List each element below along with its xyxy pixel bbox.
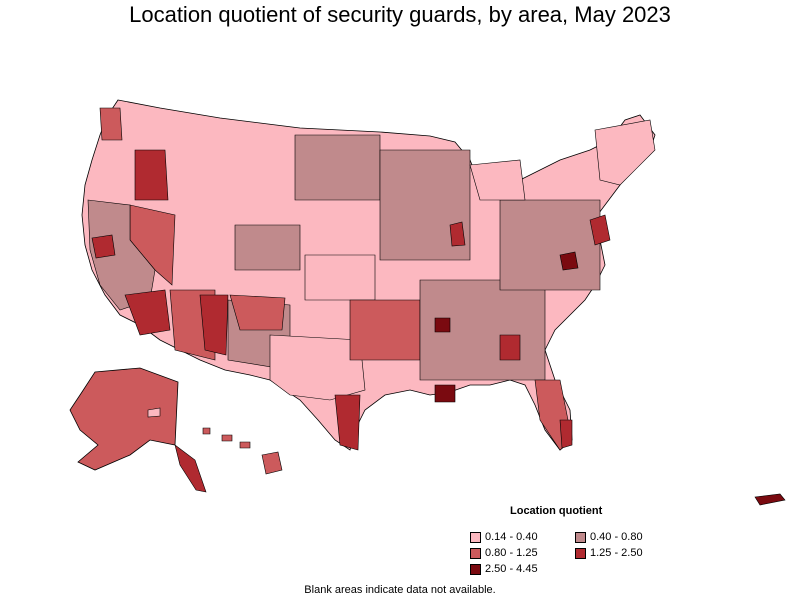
legend-label-4: 2.50 - 4.45 <box>485 563 538 575</box>
area-memphis[interactable] <box>434 317 451 333</box>
legend-item-1: 0.40 - 0.80 <box>575 531 643 543</box>
area-hawaii-oahu[interactable] <box>221 434 233 442</box>
map-title: Location quotient of security guards, by… <box>129 2 671 27</box>
legend-swatch-3 <box>575 547 586 559</box>
legend-item-2: 0.80 - 1.25 <box>470 547 538 559</box>
area-nyc[interactable] <box>589 214 611 246</box>
area-arizona-south[interactable] <box>124 289 171 336</box>
footnote: Blank areas indicate data not available. <box>304 584 496 596</box>
area-colorado[interactable] <box>234 224 301 271</box>
legend-swatch-1 <box>575 531 586 543</box>
area-oregon-east[interactable] <box>134 149 169 201</box>
area-dc[interactable] <box>559 251 579 271</box>
area-chicago[interactable] <box>449 221 466 247</box>
legend-swatch-4 <box>470 563 481 575</box>
area-midwest[interactable] <box>379 149 471 261</box>
legend-label-3: 1.25 - 2.50 <box>590 547 643 559</box>
legend-item-4: 2.50 - 4.45 <box>470 563 538 575</box>
area-kansas[interactable] <box>304 254 376 301</box>
area-atlanta[interactable] <box>499 334 521 361</box>
area-hawaii-big-island[interactable] <box>261 451 283 475</box>
area-hawaii-maui[interactable] <box>239 441 251 449</box>
area-hawaii-kauai[interactable] <box>202 427 211 435</box>
area-new-mexico[interactable] <box>199 294 229 356</box>
area-bay-area[interactable] <box>91 234 116 259</box>
area-miami[interactable] <box>559 419 573 449</box>
area-houston[interactable] <box>334 394 361 451</box>
area-new-england[interactable] <box>594 119 656 186</box>
legend-label-2: 0.80 - 1.25 <box>485 547 538 559</box>
hawaii <box>202 427 283 475</box>
area-puerto-rico[interactable] <box>754 493 786 506</box>
legend-item-3: 1.25 - 2.50 <box>575 547 643 559</box>
area-south-central[interactable] <box>349 299 421 361</box>
area-mid-atlantic[interactable] <box>499 199 601 291</box>
area-alaska-panhandle[interactable] <box>174 444 207 493</box>
area-alaska[interactable] <box>69 367 179 471</box>
legend-swatch-2 <box>470 547 481 559</box>
legend-label-0: 0.14 - 0.40 <box>485 531 538 543</box>
area-alaska-anchorage[interactable] <box>147 407 161 418</box>
area-washington-west[interactable] <box>99 107 123 141</box>
legend-swatch-0 <box>470 531 481 543</box>
legend-title: Location quotient <box>510 505 603 517</box>
area-patches <box>87 107 656 451</box>
legend-label-1: 0.40 - 0.80 <box>590 531 643 543</box>
area-new-orleans[interactable] <box>434 384 456 403</box>
area-oklahoma[interactable] <box>229 294 286 331</box>
area-dakotas[interactable] <box>294 134 381 201</box>
legend-item-0: 0.14 - 0.40 <box>470 531 538 543</box>
area-great-lakes[interactable] <box>469 159 526 201</box>
